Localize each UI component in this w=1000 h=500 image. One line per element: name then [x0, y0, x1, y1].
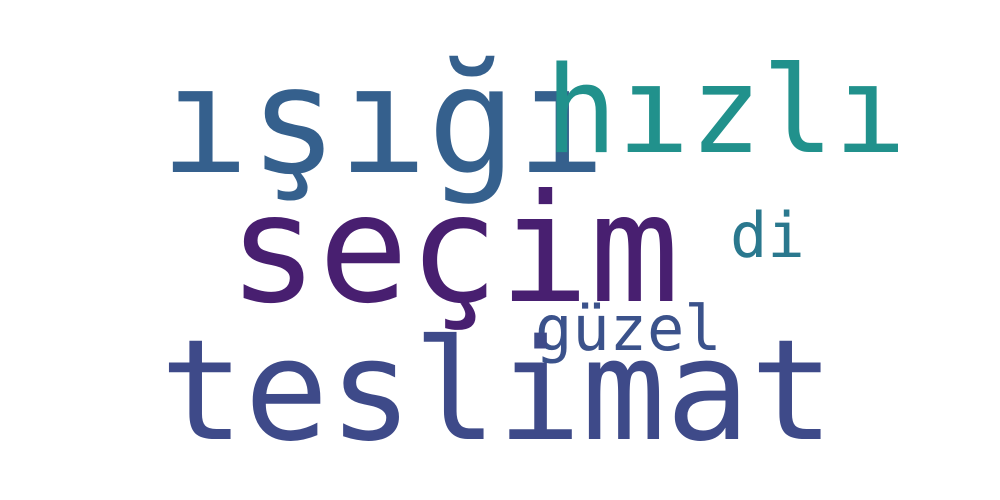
word-isigi: ışığı — [160, 35, 606, 207]
word-guzel: güzel — [535, 292, 722, 365]
word-hizli: hızlı — [545, 42, 907, 181]
word-di: di — [730, 199, 805, 272]
word-secim: seçim — [228, 163, 680, 337]
word-teslimat: teslimat — [160, 310, 835, 473]
